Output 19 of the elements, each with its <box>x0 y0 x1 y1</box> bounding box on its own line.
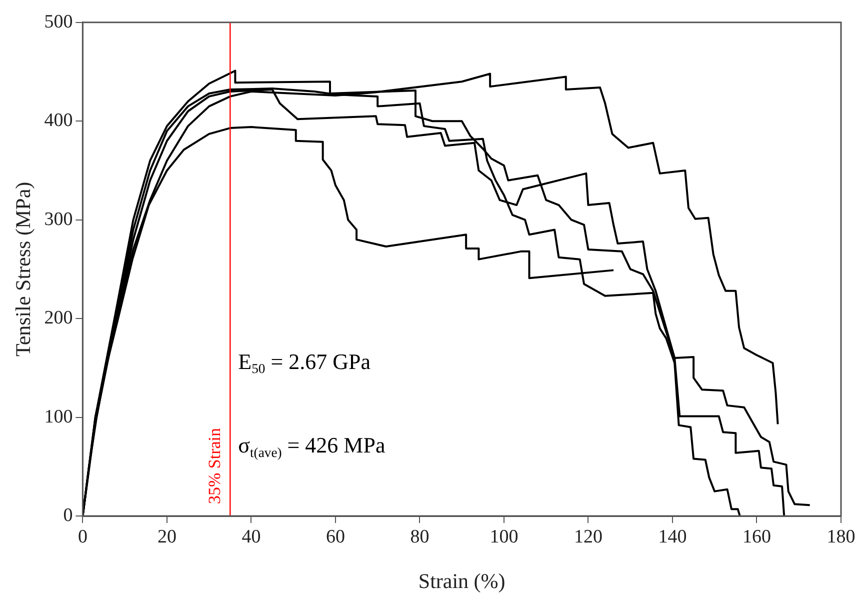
x-tick-label: 20 <box>157 526 176 548</box>
x-axis-title: Strain (%) <box>418 568 506 593</box>
ref-line-label: 35% Strain <box>205 427 224 504</box>
y-tick-label: 400 <box>44 110 73 132</box>
x-tick-label: 60 <box>326 526 345 548</box>
x-tick-label: 100 <box>490 526 518 548</box>
y-tick-label: 500 <box>44 11 73 32</box>
x-tick-label: 120 <box>574 526 602 548</box>
y-tick-label: 200 <box>44 308 73 329</box>
x-tick-label: 0 <box>78 526 88 548</box>
y-tick-label: 100 <box>44 406 73 428</box>
y-axis-title: Tensile Stress (MPa) <box>11 182 36 357</box>
x-tick-label: 140 <box>658 526 687 548</box>
x-tick-label: 40 <box>242 526 261 548</box>
x-tick-label: 160 <box>742 526 771 548</box>
y-tick-label: 0 <box>63 504 73 526</box>
x-tick-label: 80 <box>410 526 430 548</box>
x-tick-label: 180 <box>826 526 856 548</box>
y-tick-label: 300 <box>44 208 73 230</box>
